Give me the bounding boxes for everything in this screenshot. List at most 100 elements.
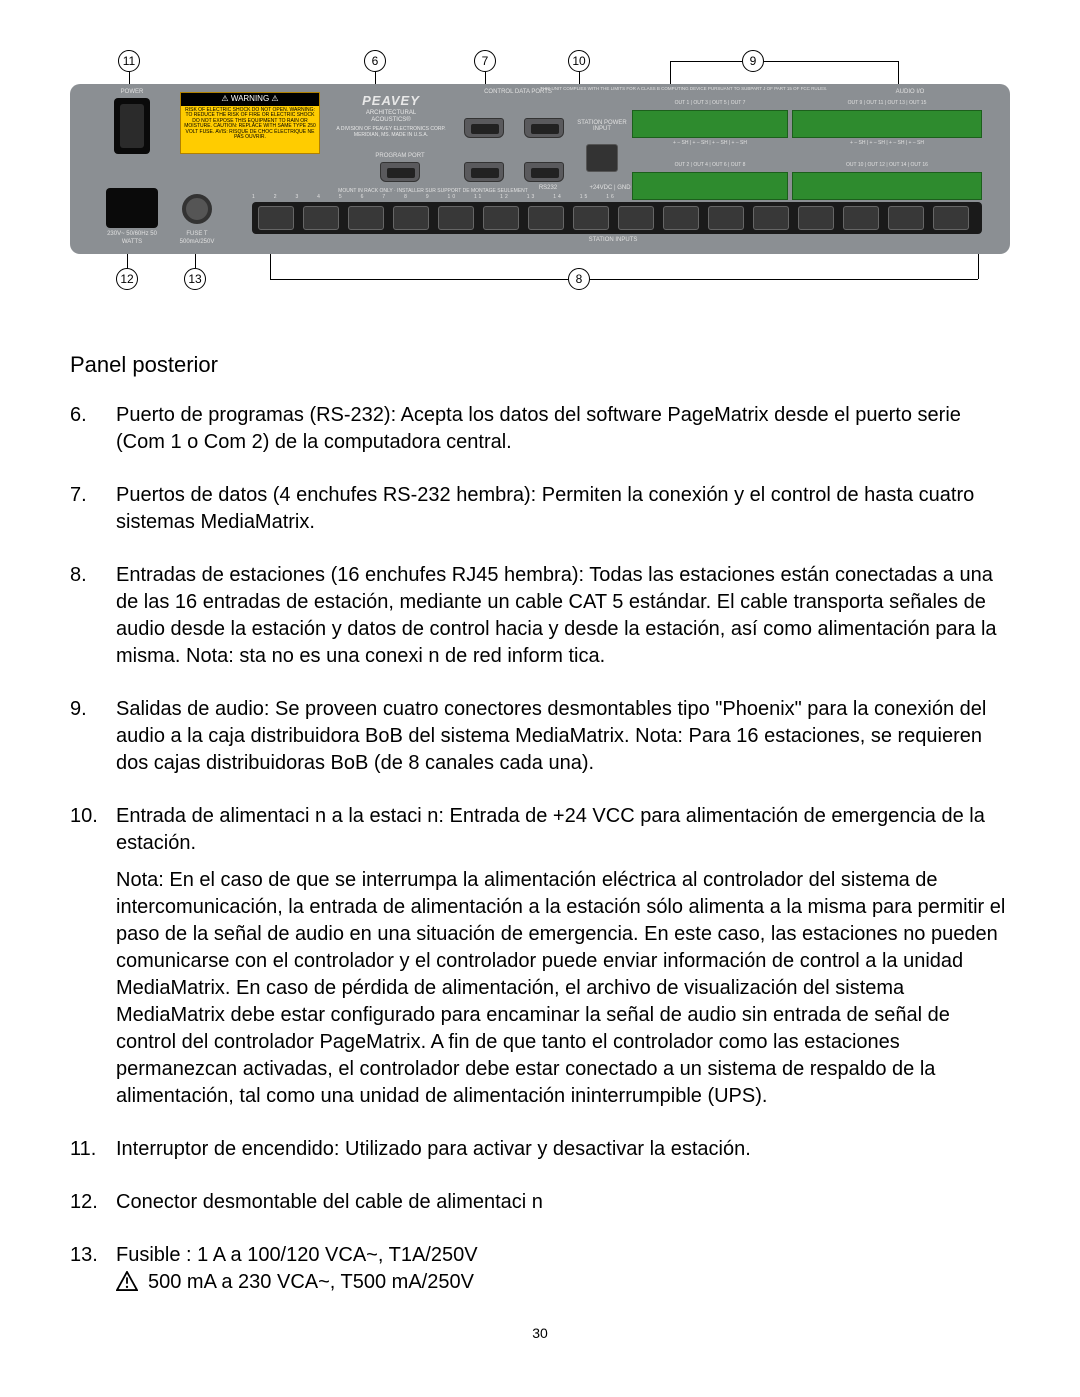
rj45-port[interactable] [348,206,384,230]
fuse-label: FUSE T 500mA/250V [170,230,224,246]
rj45-port[interactable] [933,206,969,230]
item-text: Entrada de alimentaci n a la estaci n: E… [116,803,1010,1110]
audio-io-label: AUDIO I/O [870,88,950,96]
rj45-port[interactable] [573,206,609,230]
iec-power-inlet[interactable] [106,188,158,228]
warning-triangle-icon [116,1271,138,1291]
callout-8: 8 [568,268,590,290]
fuse-subline: 500 mA a 230 VCA~, T500 mA/250V [116,1269,1010,1296]
db9-port-1[interactable] [464,118,504,138]
item-number: 9. [70,696,116,777]
list-item: 11. Interruptor de encendido: Utilizado … [70,1136,1010,1163]
rear-panel-diagram: 11 6 7 10 9 12 13 8 THIS UNIT COMPLIES W… [70,50,1010,300]
item-text: Salidas de audio: Se proveen cuatro cone… [116,696,1010,777]
item-text: Interruptor de encendido: Utilizado para… [116,1136,1010,1163]
item-number: 13. [70,1242,116,1296]
phoenix-connector-1[interactable] [632,110,788,138]
rj45-port[interactable] [843,206,879,230]
list-item: 13. Fusible : 1 A a 100/120 VCA~, T1A/25… [70,1242,1010,1296]
station-power-label: STATION POWER INPUT [576,120,628,133]
callout-6: 6 [364,50,386,72]
rj45-port[interactable] [303,206,339,230]
item-main: Entrada de alimentaci n a la estaci n: E… [116,805,985,854]
list-item: 6. Puerto de programas (RS-232): Acepta … [70,402,1010,456]
fuse-holder[interactable] [182,194,212,224]
item-number: 6. [70,402,116,456]
fuse-extra-text: 500 mA a 230 VCA~, T500 mA/250V [148,1269,474,1296]
item-number: 12. [70,1189,116,1216]
logo-brand: PEAVEY [328,92,454,110]
db9-program-port[interactable] [380,162,420,182]
page-number: 30 [70,1324,1010,1343]
out-label-top-left: OUT 1 | OUT 3 | OUT 5 | OUT 7 [632,100,788,107]
callout-13: 13 [184,268,206,290]
logo-sub3: A DIVISION OF PEAVEY ELECTRONICS CORP. M… [328,126,454,138]
warning-header: ⚠ WARNING ⚠ [181,93,319,106]
rj45-port[interactable] [888,206,924,230]
pm-label-2: + – SH | + – SH | + – SH | + – SH [792,140,982,147]
pm-label-1: + – SH | + – SH | + – SH | + – SH [632,140,788,147]
item-text: Puertos de datos (4 enchufes RS-232 hemb… [116,482,1010,536]
logo-sub2: ACOUSTICS® [328,117,454,124]
item-number: 8. [70,562,116,670]
list-item: 10. Entrada de alimentaci n a la estaci … [70,803,1010,1110]
item-note: Nota: En el caso de que se interrumpa la… [116,867,1010,1110]
rj45-port[interactable] [438,206,474,230]
rj45-port[interactable] [483,206,519,230]
rj45-port[interactable] [618,206,654,230]
rj45-numbers: 1 2 3 4 5 6 7 8 9 10 11 12 13 14 15 16 [252,194,982,201]
item-number: 10. [70,803,116,1110]
db9-port-3[interactable] [464,162,504,182]
db9-port-2[interactable] [524,118,564,138]
callout-11: 11 [118,50,140,72]
section-title: Panel posterior [70,350,1010,380]
rj45-port[interactable] [258,206,294,230]
out-label-bot-right: OUT 10 | OUT 12 | OUT 14 | OUT 16 [792,162,982,169]
control-data-label: CONTROL DATA PORTS [458,88,578,96]
callout-10: 10 [568,50,590,72]
list-item: 9. Salidas de audio: Se proveen cuatro c… [70,696,1010,777]
callout-7: 7 [474,50,496,72]
list-item: 8. Entradas de estaciones (16 enchufes R… [70,562,1010,670]
list-item: 12. Conector desmontable del cable de al… [70,1189,1010,1216]
callout-line [670,61,742,62]
power-label: POWER [110,88,154,96]
station-inputs-label: STATION INPUTS [568,236,658,244]
rear-panel-body: THIS UNIT COMPLIES WITH THE LIMITS FOR A… [70,84,1010,254]
item-text: Fusible : 1 A a 100/120 VCA~, T1A/250V 5… [116,1242,1010,1296]
out-label-top-right: OUT 9 | OUT 11 | OUT 13 | OUT 15 [792,100,982,107]
item-number: 11. [70,1136,116,1163]
item-main: Fusible : 1 A a 100/120 VCA~, T1A/250V [116,1244,478,1266]
peavey-logo: PEAVEY ARCHITECTURAL ACOUSTICS® A DIVISI… [328,92,454,156]
callout-line [270,279,568,280]
callout-9: 9 [742,50,764,72]
item-text: Puerto de programas (RS-232): Acepta los… [116,402,1010,456]
rj45-port[interactable] [708,206,744,230]
warning-placard: ⚠ WARNING ⚠ RISK OF ELECTRIC SHOCK DO NO… [180,92,320,154]
callout-line [978,252,979,279]
callout-line [764,61,898,62]
callout-line [590,279,978,280]
warning-body: RISK OF ELECTRIC SHOCK DO NOT OPEN. WARN… [181,106,319,143]
rj45-port[interactable] [663,206,699,230]
power-switch[interactable] [114,98,150,154]
callout-line [270,252,271,279]
phoenix-connector-2[interactable] [792,110,982,138]
station-power-input[interactable] [586,144,618,172]
callout-12: 12 [116,268,138,290]
item-number: 7. [70,482,116,536]
mains-label: 230V~ 50/60Hz 50 WATTS [102,230,162,246]
station-inputs-strip [252,202,982,234]
program-port-label: PROGRAM PORT [360,152,440,160]
list-item: 7. Puertos de datos (4 enchufes RS-232 h… [70,482,1010,536]
rj45-port[interactable] [528,206,564,230]
db9-port-4[interactable] [524,162,564,182]
out-label-bot-left: OUT 2 | OUT 4 | OUT 6 | OUT 8 [632,162,788,169]
rj45-port[interactable] [393,206,429,230]
logo-sub1: ARCHITECTURAL [328,110,454,117]
rj45-port[interactable] [798,206,834,230]
rj45-port[interactable] [753,206,789,230]
description-list: 6. Puerto de programas (RS-232): Acepta … [70,402,1010,1296]
item-text: Conector desmontable del cable de alimen… [116,1189,1010,1216]
item-text: Entradas de estaciones (16 enchufes RJ45… [116,562,1010,670]
